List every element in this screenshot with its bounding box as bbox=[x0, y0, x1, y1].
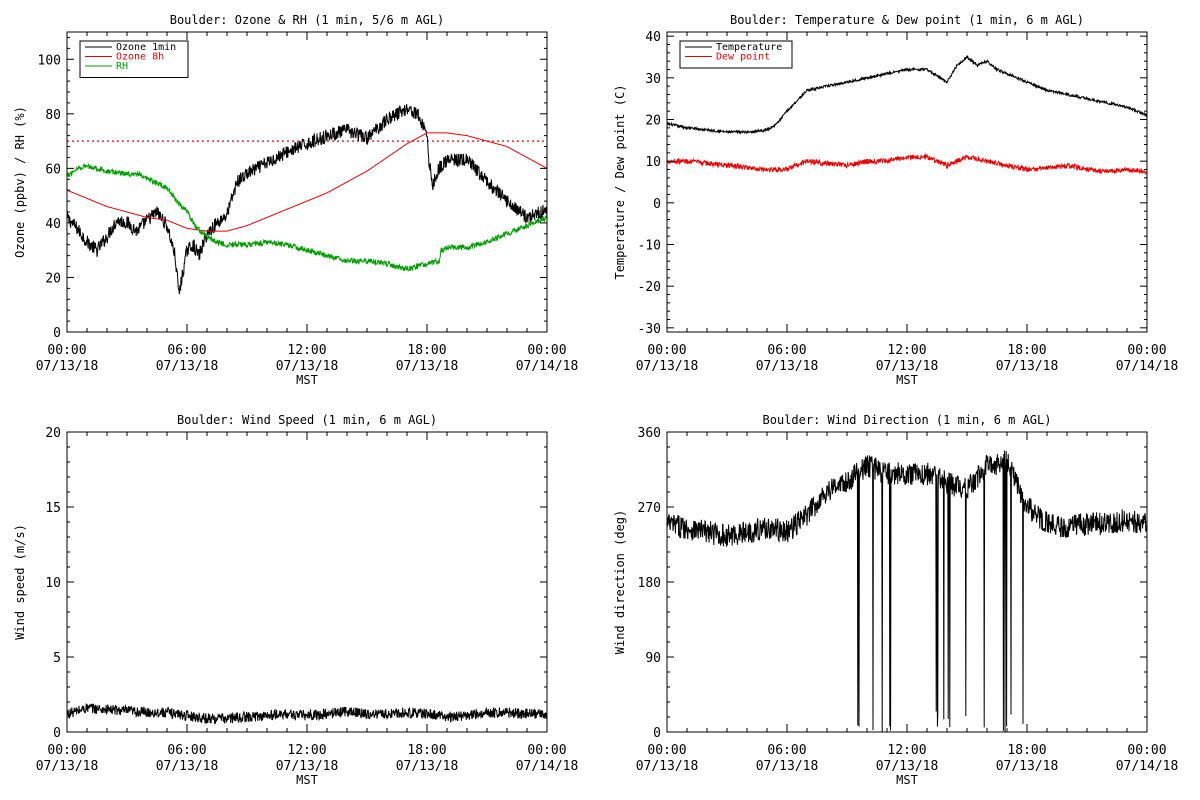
y-tick-label: 180 bbox=[638, 576, 661, 591]
x-tick-time-label: 18:00 bbox=[407, 343, 446, 358]
x-tick-date-label: 07/13/18 bbox=[36, 759, 99, 774]
y-tick-label: 270 bbox=[638, 501, 661, 516]
chart-ozone-rh: Boulder: Ozone & RH (1 min, 5/6 m AGL) Oz… bbox=[13, 13, 579, 387]
x-tick-date-label: 07/13/18 bbox=[36, 359, 99, 374]
y-tick-label: 15 bbox=[45, 501, 61, 516]
legend-label: RH bbox=[116, 61, 128, 72]
y-tick-label: 40 bbox=[45, 217, 61, 232]
x-tick-time-label: 18:00 bbox=[1007, 343, 1046, 358]
x-tick-date-label: 07/13/18 bbox=[756, 759, 819, 774]
y-tick-label: 0 bbox=[653, 197, 661, 212]
y-tick-label: 20 bbox=[45, 271, 61, 286]
chart-wind-speed: Boulder: Wind Speed (1 min, 6 m AGL) Wind… bbox=[13, 413, 579, 787]
legend-label: Temperature bbox=[716, 42, 782, 53]
y-tick-label: -30 bbox=[638, 322, 661, 337]
x-tick-date-label: 07/13/18 bbox=[396, 759, 459, 774]
x-tick-time-label: 00:00 bbox=[47, 343, 86, 358]
chart-title: Boulder: Wind Speed (1 min, 6 m AGL) bbox=[177, 413, 437, 427]
series-line bbox=[67, 163, 547, 272]
x-tick-time-label: 06:00 bbox=[767, 743, 806, 758]
series-line bbox=[67, 104, 547, 295]
chart-wind-direction: Boulder: Wind Direction (1 min, 6 m AGL)… bbox=[613, 413, 1179, 787]
y-tick-label: 0 bbox=[53, 726, 61, 741]
x-tick-date-label: 07/13/18 bbox=[996, 759, 1059, 774]
x-tick-date-label: 07/13/18 bbox=[156, 759, 219, 774]
x-tick-date-label: 07/13/18 bbox=[636, 759, 699, 774]
y-tick-label: 20 bbox=[645, 114, 661, 129]
y-tick-label: 60 bbox=[45, 162, 61, 177]
y-axis-label: Ozone (ppbv) / RH (%) bbox=[13, 106, 27, 258]
y-tick-label: -10 bbox=[638, 239, 661, 254]
legend-label: Ozone 1min bbox=[116, 42, 176, 53]
legend-label: Ozone 8h bbox=[116, 52, 164, 63]
x-tick-time-label: 00:00 bbox=[527, 343, 566, 358]
x-tick-time-label: 12:00 bbox=[887, 343, 926, 358]
x-tick-time-label: 06:00 bbox=[167, 743, 206, 758]
x-tick-time-label: 18:00 bbox=[407, 743, 446, 758]
x-tick-time-label: 00:00 bbox=[1127, 743, 1166, 758]
y-axis-label: Wind speed (m/s) bbox=[13, 524, 27, 640]
y-axis-label: Temperature / Dew point (C) bbox=[613, 84, 627, 279]
x-tick-time-label: 18:00 bbox=[1007, 743, 1046, 758]
x-tick-time-label: 00:00 bbox=[647, 343, 686, 358]
series-line bbox=[667, 54, 1147, 135]
x-axis-label: MST bbox=[296, 373, 318, 387]
x-tick-date-label: 07/14/18 bbox=[1116, 759, 1179, 774]
x-tick-date-label: 07/13/18 bbox=[996, 359, 1059, 374]
chart-title: Boulder: Ozone & RH (1 min, 5/6 m AGL) bbox=[170, 13, 445, 27]
x-tick-date-label: 07/13/18 bbox=[756, 359, 819, 374]
y-tick-label: 0 bbox=[653, 726, 661, 741]
y-tick-label: 100 bbox=[38, 53, 61, 68]
x-tick-time-label: 00:00 bbox=[47, 743, 86, 758]
y-tick-label: 360 bbox=[638, 426, 661, 441]
x-tick-time-label: 06:00 bbox=[167, 343, 206, 358]
x-tick-date-label: 07/13/18 bbox=[276, 359, 339, 374]
x-tick-date-label: 07/14/18 bbox=[516, 759, 579, 774]
y-tick-label: 10 bbox=[45, 576, 61, 591]
series-line bbox=[667, 152, 1147, 176]
legend-box bbox=[679, 40, 793, 69]
x-tick-time-label: 00:00 bbox=[647, 743, 686, 758]
series-line bbox=[667, 450, 1147, 732]
x-tick-date-label: 07/14/18 bbox=[1116, 359, 1179, 374]
plot-frame bbox=[666, 31, 1148, 333]
series-line bbox=[67, 132, 547, 232]
y-axis-label: Wind direction (deg) bbox=[613, 510, 627, 655]
y-tick-label: 80 bbox=[45, 108, 61, 123]
x-tick-time-label: 12:00 bbox=[287, 743, 326, 758]
x-tick-time-label: 12:00 bbox=[287, 343, 326, 358]
y-tick-label: 10 bbox=[645, 155, 661, 170]
y-tick-label: -20 bbox=[638, 280, 661, 295]
y-tick-label: 40 bbox=[645, 30, 661, 45]
y-tick-label: 30 bbox=[645, 72, 661, 87]
y-tick-label: 90 bbox=[645, 651, 661, 666]
x-tick-date-label: 07/13/18 bbox=[876, 759, 939, 774]
x-axis-label: MST bbox=[896, 773, 918, 787]
y-tick-label: 20 bbox=[45, 426, 61, 441]
x-axis-label: MST bbox=[896, 373, 918, 387]
x-tick-time-label: 12:00 bbox=[887, 743, 926, 758]
x-tick-date-label: 07/13/18 bbox=[276, 759, 339, 774]
x-tick-time-label: 06:00 bbox=[767, 343, 806, 358]
x-tick-date-label: 07/13/18 bbox=[156, 359, 219, 374]
x-tick-date-label: 07/13/18 bbox=[636, 359, 699, 374]
plot-frame bbox=[66, 431, 548, 733]
x-tick-date-label: 07/13/18 bbox=[396, 359, 459, 374]
chart-title: Boulder: Wind Direction (1 min, 6 m AGL) bbox=[763, 413, 1052, 427]
chart-temperature-dewpoint: Boulder: Temperature & Dew point (1 min,… bbox=[613, 13, 1179, 387]
x-tick-date-label: 07/14/18 bbox=[516, 359, 579, 374]
chart-title: Boulder: Temperature & Dew point (1 min,… bbox=[730, 13, 1084, 27]
x-tick-time-label: 00:00 bbox=[1127, 343, 1166, 358]
y-tick-label: 5 bbox=[53, 651, 61, 666]
x-tick-time-label: 00:00 bbox=[527, 743, 566, 758]
x-axis-label: MST bbox=[296, 773, 318, 787]
legend-label: Dew point bbox=[716, 52, 770, 63]
y-tick-label: 0 bbox=[53, 326, 61, 341]
series-line bbox=[67, 703, 547, 725]
x-tick-date-label: 07/13/18 bbox=[876, 359, 939, 374]
